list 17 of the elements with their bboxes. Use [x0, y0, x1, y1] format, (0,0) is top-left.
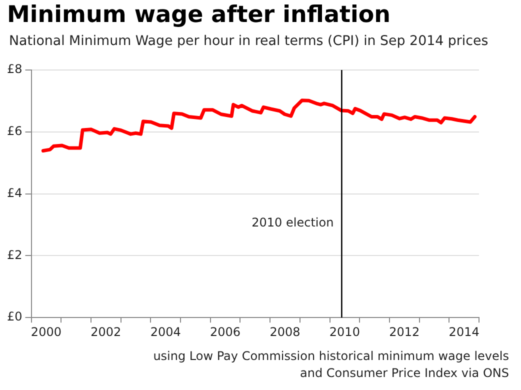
y-tick-label: £0 — [6, 310, 22, 324]
x-tick-label: 2012 — [389, 324, 420, 339]
ref-line-label: 2010 election — [252, 216, 334, 230]
y-tick-label: £6 — [6, 124, 22, 138]
y-tick-label: £4 — [6, 186, 22, 200]
y-tick-label: £8 — [6, 62, 22, 76]
x-tick-label: 2010 — [329, 324, 360, 339]
x-tick-label: 2006 — [210, 324, 241, 339]
x-tick-label: 2008 — [270, 324, 300, 339]
x-tick-label: 2000 — [30, 324, 62, 339]
chart-title: Minimum wage after inflation — [7, 2, 391, 28]
text: using Low Pay Commission historical minimum wage levels and Consumer Price Index via ONS — [152, 348, 509, 382]
chart-subtitle: National Minimum Wage per hour in real terms (CPI) in Sep 2014 prices — [9, 34, 488, 49]
y-tick-label: £2 — [6, 248, 22, 262]
x-tick-label: 2014 — [448, 324, 480, 339]
x-tick-label: 2002 — [90, 324, 122, 339]
x-tick-label: 2004 — [150, 324, 181, 339]
